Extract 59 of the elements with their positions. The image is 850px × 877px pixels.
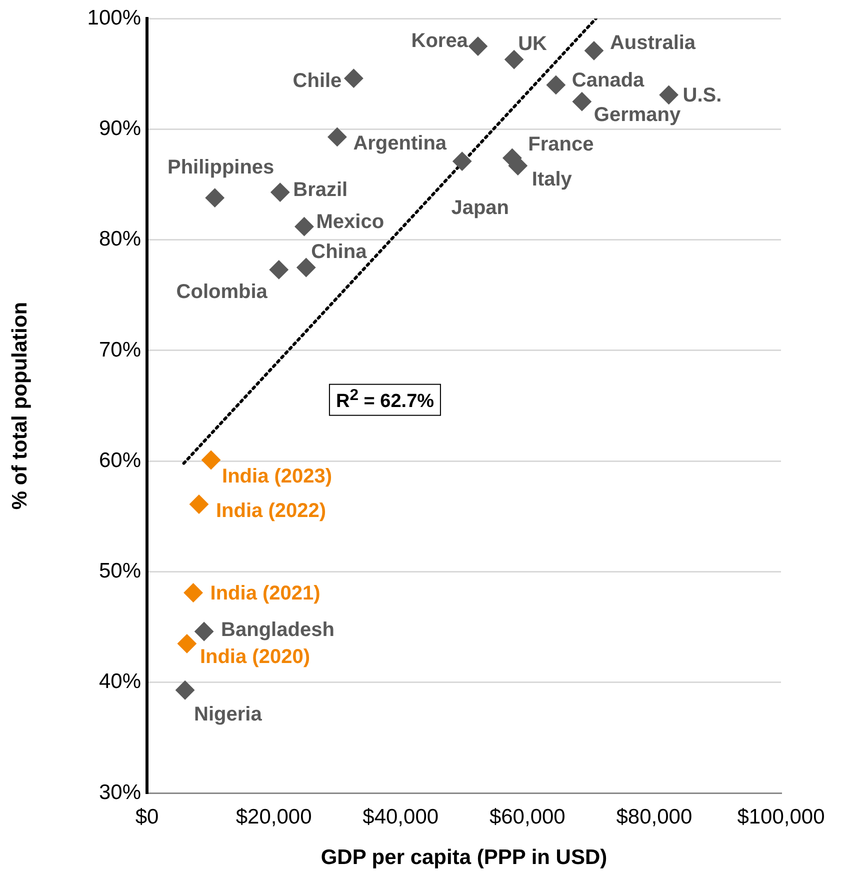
point — [659, 85, 678, 104]
x-tick-label: $80,000 — [616, 805, 692, 828]
point — [344, 68, 364, 88]
annotation: Argentina — [353, 132, 448, 154]
point — [294, 217, 314, 236]
y-tick-label: 100% — [87, 6, 141, 30]
point — [572, 92, 592, 112]
annotation: Nigeria — [194, 704, 263, 726]
annotation: Australia — [610, 32, 696, 54]
point — [194, 622, 214, 641]
y-tick-label: 30% — [98, 780, 141, 804]
point — [202, 450, 221, 470]
annotation: France — [528, 134, 594, 156]
x-tick-label: $40,000 — [362, 805, 439, 828]
y-tick-label: 90% — [98, 117, 141, 140]
point — [269, 260, 288, 280]
y-tick-label: 80% — [98, 228, 141, 251]
annotation: Italy — [532, 168, 573, 190]
point — [328, 127, 347, 146]
annotation: India (2021) — [210, 582, 320, 604]
annotation: China — [311, 241, 368, 264]
annotation: India (2022) — [216, 500, 326, 522]
annotation: Germany — [594, 104, 682, 126]
y-axis-title: % of total population — [8, 302, 32, 510]
x-tick-label: $60,000 — [489, 805, 566, 828]
annotation: Korea — [411, 30, 469, 52]
annotation: Japan — [451, 196, 510, 219]
annotation: R$^{2}$ = 62.7% — [328, 384, 442, 416]
point — [176, 680, 195, 700]
annotation: Brazil — [293, 178, 348, 201]
annotation: U.S. — [682, 84, 722, 106]
point — [270, 182, 290, 202]
annotation: Mexico — [316, 211, 384, 234]
annotation: Colombia — [176, 281, 268, 304]
point — [584, 41, 604, 60]
point — [504, 50, 524, 70]
x-tick-label: $20,000 — [236, 805, 312, 828]
annotation: Chile — [292, 70, 342, 92]
annotation: Philippines — [167, 156, 274, 178]
x-tick-label: $100,000 — [737, 805, 825, 828]
point — [205, 188, 224, 208]
point — [189, 494, 208, 514]
y-tick-label: 50% — [98, 560, 141, 583]
x-tick-label: $0 — [135, 805, 159, 828]
annotation: Canada — [572, 69, 646, 92]
point — [177, 634, 196, 654]
y-tick-label: 40% — [98, 670, 141, 694]
point — [468, 36, 488, 56]
annotation: Bangladesh — [221, 619, 334, 641]
point — [184, 583, 203, 602]
x-axis-title: GDP per capita (PPP in USD) — [320, 846, 608, 870]
y-tick-label: 60% — [98, 448, 141, 472]
annotation: India (2023) — [222, 466, 332, 488]
annotation: India (2020) — [200, 646, 310, 668]
annotation: UK — [518, 33, 548, 56]
point — [296, 258, 316, 278]
y-tick-label: 70% — [98, 338, 141, 362]
point — [452, 152, 472, 171]
point — [546, 75, 566, 94]
